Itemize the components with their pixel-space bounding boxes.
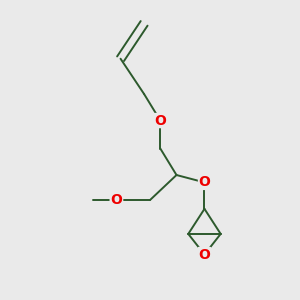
Text: O: O bbox=[199, 176, 210, 189]
Text: O: O bbox=[199, 248, 210, 262]
Text: O: O bbox=[154, 114, 166, 128]
Text: O: O bbox=[110, 193, 122, 207]
